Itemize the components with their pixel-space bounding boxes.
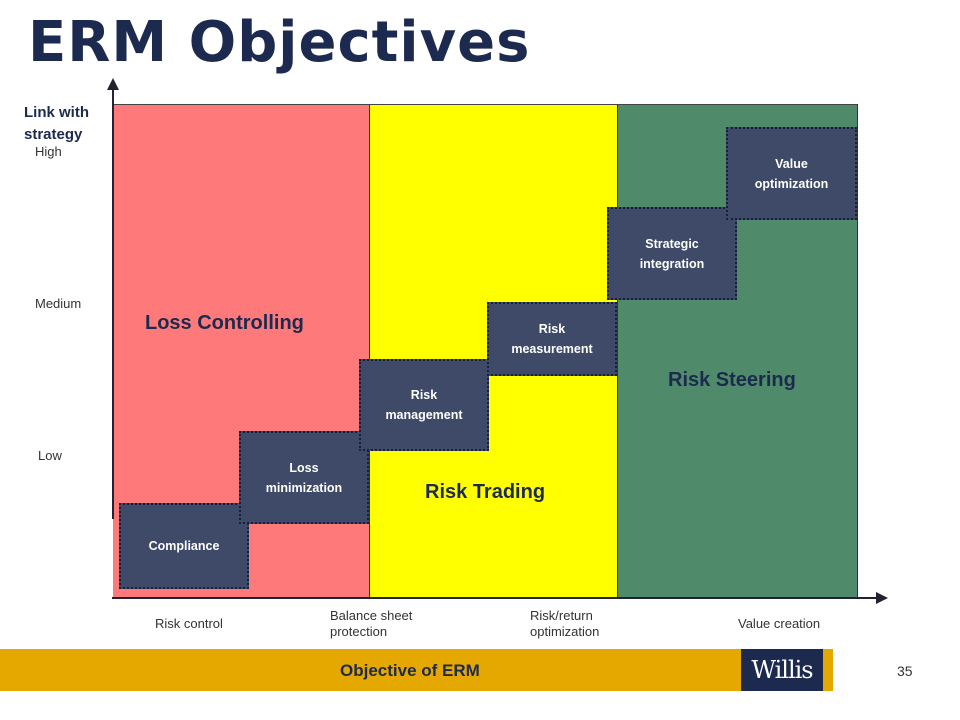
y-level-high: High: [35, 144, 62, 159]
zone-label-loss-controlling: Loss Controlling: [145, 312, 304, 334]
footer-bar: [0, 649, 833, 691]
y-axis-line: [112, 86, 114, 519]
step-risk-measurement: Risk measurement: [487, 302, 617, 376]
step-label: optimization: [754, 176, 829, 191]
y-level-low: Low: [38, 448, 62, 463]
step-label: Loss: [289, 460, 319, 475]
zone-divider: [617, 104, 618, 598]
x-axis-arrow: [876, 592, 888, 604]
x-label-line: Risk/return: [530, 608, 593, 623]
x-axis-title: Objective of ERM: [340, 661, 480, 680]
step-value-optimization: Value optimization: [726, 127, 857, 220]
step-label: measurement: [511, 342, 593, 356]
step-label: minimization: [265, 480, 343, 495]
x-label-value-creation: Value creation: [738, 616, 820, 632]
x-label-line: Risk control: [155, 616, 223, 631]
zone-top-border: [113, 104, 857, 105]
step-loss-minimization: Loss minimization: [239, 431, 369, 524]
x-label-risk-return: Risk/return optimization: [530, 608, 599, 640]
x-label-balance-sheet: Balance sheet protection: [330, 608, 412, 640]
step-label: Risk: [538, 322, 566, 336]
x-label-line: Value creation: [738, 616, 821, 631]
step-label: Value: [775, 156, 808, 171]
y-axis-arrow: [107, 78, 119, 90]
willis-logo: Willis: [741, 649, 823, 691]
step-strategic-integration: Strategic integration: [607, 207, 737, 300]
zone-label-risk-steering: Risk Steering: [668, 369, 796, 391]
y-axis-title-line: Link with: [24, 104, 89, 121]
step-label: integration: [639, 256, 705, 271]
step-compliance: Compliance: [119, 503, 249, 589]
step-label: Risk: [410, 388, 438, 402]
step-label: Compliance: [148, 539, 220, 553]
x-label-line: Balance sheet: [330, 608, 413, 623]
x-axis-line: [112, 597, 878, 599]
x-label-risk-control: Risk control: [155, 616, 223, 632]
zone-divider: [857, 104, 858, 598]
y-axis-title-line: strategy: [24, 126, 83, 143]
page-number: 35: [897, 663, 913, 679]
y-level-medium: Medium: [35, 296, 82, 311]
zone-label-risk-trading: Risk Trading: [425, 481, 546, 503]
step-label: Strategic: [645, 236, 699, 251]
zone-divider: [369, 104, 370, 598]
x-label-line: protection: [330, 624, 388, 639]
step-label: management: [385, 408, 463, 422]
step-risk-management: Risk management: [359, 359, 489, 451]
y-axis-title: Link with strategy: [24, 102, 89, 146]
page-title: ERM Objectives: [28, 10, 531, 75]
x-label-line: optimization: [530, 624, 600, 639]
